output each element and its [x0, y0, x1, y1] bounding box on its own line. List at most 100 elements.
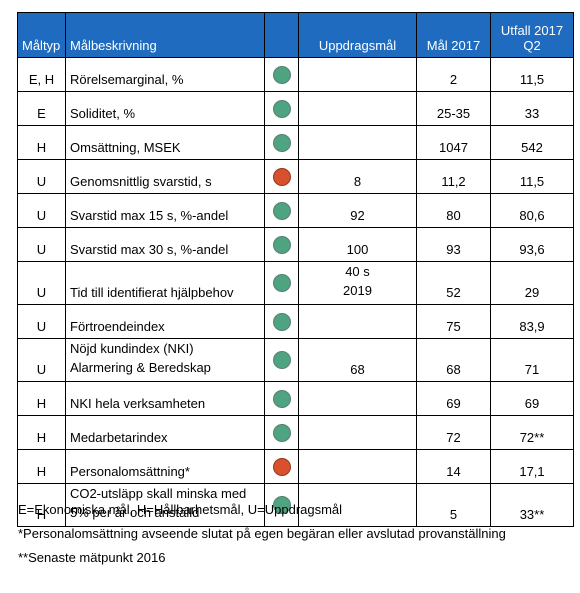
- table-row: U Genomsnittlig svarstid, s 8 11,2 11,5: [17, 159, 574, 194]
- cell-uppdragsmal: [298, 125, 417, 160]
- cell-status: [264, 57, 299, 92]
- cell-uppdragsmal: 92: [298, 193, 417, 228]
- cell-uppdragsmal: [298, 415, 417, 450]
- cell-uppdragsmal: [298, 57, 417, 92]
- table-row: E, H Rörelsemarginal, % 2 11,5: [17, 57, 574, 92]
- table-row: H Medarbetarindex 72 72**: [17, 415, 574, 450]
- goals-table-body: E, H Rörelsemarginal, % 2 11,5 E Soliditet, %…: [17, 57, 574, 527]
- table-row: H Omsättning, MSEK 1047 542: [17, 125, 574, 160]
- status-green-dot-icon: [272, 65, 291, 84]
- cell-mal-2017: 75: [416, 304, 491, 339]
- cell-maltyp: E: [17, 91, 66, 126]
- cell-malbeskrivning: Omsättning, MSEK: [65, 125, 265, 160]
- table-row: H Personalomsättning* 14 17,1: [17, 449, 574, 484]
- table-row: U Nöjd kundindex (NKI) Alarmering & Bereds…: [17, 338, 574, 382]
- cell-maltyp: U: [17, 304, 66, 339]
- cell-maltyp: U: [17, 159, 66, 194]
- cell-mal-2017: 80: [416, 193, 491, 228]
- cell-utfall: 29: [490, 261, 574, 305]
- table-row: E Soliditet, % 25-35 33: [17, 91, 574, 126]
- footnote-senaste-matpunkt: **Senaste mätpunkt 2016: [18, 550, 166, 565]
- cell-uppdragsmal: 40 s 2019: [298, 261, 417, 305]
- cell-uppdragsmal-line1: 40 s: [345, 264, 370, 279]
- cell-malbeskrivning-line1: CO2-utsläpp skall minska med: [70, 486, 247, 501]
- cell-malbeskrivning: Rörelsemarginal, %: [65, 57, 265, 92]
- status-green-dot-icon: [272, 423, 291, 442]
- cell-mal-2017: 11,2: [416, 159, 491, 194]
- cell-mal-2017: 93: [416, 227, 491, 262]
- goals-table: Måltyp Målbeskrivning Uppdragsmål Mål 20…: [17, 12, 574, 527]
- cell-uppdragsmal: 8: [298, 159, 417, 194]
- cell-malbeskrivning: Medarbetarindex: [65, 415, 265, 450]
- footnotes: E=Ekonomiska mål, H=Hållbarhetsmål, U=Up…: [18, 498, 506, 570]
- footnote-personalomsattning: *Personalomsättning avseende slutat på e…: [18, 526, 506, 541]
- cell-status: [264, 381, 299, 416]
- header-maltyp: Måltyp: [17, 12, 66, 58]
- cell-maltyp: H: [17, 483, 66, 527]
- cell-utfall: 80,6: [490, 193, 574, 228]
- table-row: U Svarstid max 30 s, %-andel 100 93 93,6: [17, 227, 574, 262]
- cell-malbeskrivning: Svarstid max 30 s, %-andel: [65, 227, 265, 262]
- cell-uppdragsmal: [298, 91, 417, 126]
- cell-mal-2017: 1047: [416, 125, 491, 160]
- cell-malbeskrivning-line2: 5% per år och anställd: [70, 505, 200, 520]
- header-utfall-line2: Q2: [523, 38, 541, 53]
- cell-status: [264, 193, 299, 228]
- cell-status: [264, 91, 299, 126]
- cell-maltyp: U: [17, 261, 66, 305]
- cell-mal-2017: 52: [416, 261, 491, 305]
- cell-maltyp: H: [17, 415, 66, 450]
- status-green-dot-icon: [272, 389, 291, 408]
- header-mal-2017: Mål 2017: [416, 12, 491, 58]
- cell-utfall: 11,5: [490, 57, 574, 92]
- status-green-dot-icon: [272, 274, 291, 292]
- cell-maltyp: U: [17, 227, 66, 262]
- table-row: U Tid till identifierat hjälpbehov 40 s 201…: [17, 261, 574, 305]
- cell-status: [264, 261, 299, 305]
- cell-uppdragsmal: 68: [298, 338, 417, 382]
- cell-uppdragsmal: 100: [298, 227, 417, 262]
- cell-status: [264, 304, 299, 339]
- cell-mal-2017: 14: [416, 449, 491, 484]
- cell-maltyp: U: [17, 193, 66, 228]
- cell-mal-2017: 25-35: [416, 91, 491, 126]
- footnote-legend: E=Ekonomiska mål, H=Hållbarhetsmål, U=Up…: [18, 502, 343, 517]
- cell-uppdragsmal-line2: 2019: [343, 283, 372, 298]
- header-utfall: Utfall 2017 Q2: [490, 12, 574, 58]
- status-green-dot-icon: [272, 99, 291, 118]
- cell-malbeskrivning-line2: Alarmering & Beredskap: [70, 360, 211, 375]
- status-green-dot-icon: [272, 201, 291, 220]
- cell-malbeskrivning: Svarstid max 15 s, %-andel: [65, 193, 265, 228]
- header-malbeskrivning: Målbeskrivning: [65, 12, 265, 58]
- cell-status: [264, 159, 299, 194]
- cell-utfall: 71: [490, 338, 574, 382]
- cell-malbeskrivning: NKI hela verksamheten: [65, 381, 265, 416]
- cell-status: [264, 338, 299, 382]
- cell-mal-2017: 69: [416, 381, 491, 416]
- cell-mal-2017: 68: [416, 338, 491, 382]
- header-status: [264, 12, 299, 58]
- cell-utfall: 542: [490, 125, 574, 160]
- table-row: H CO2-utsläpp skall minska med 5% per år o…: [17, 483, 574, 527]
- cell-maltyp: H: [17, 125, 66, 160]
- status-green-dot-icon: [272, 312, 291, 331]
- header-row: Måltyp Målbeskrivning Uppdragsmål Mål 20…: [17, 12, 574, 58]
- cell-utfall: 11,5: [490, 159, 574, 194]
- cell-maltyp: E, H: [17, 57, 66, 92]
- cell-status: [264, 125, 299, 160]
- status-red-dot-icon: [272, 457, 291, 476]
- cell-uppdragsmal: [298, 381, 417, 416]
- cell-malbeskrivning: Tid till identifierat hjälpbehov: [65, 261, 265, 305]
- header-uppdragsmal: Uppdragsmål: [298, 12, 417, 58]
- status-green-dot-icon: [272, 133, 291, 152]
- cell-malbeskrivning: Soliditet, %: [65, 91, 265, 126]
- cell-maltyp: U: [17, 338, 66, 382]
- cell-status: [264, 449, 299, 484]
- table-row: U Förtroendeindex 75 83,9: [17, 304, 574, 339]
- table-row: H NKI hela verksamheten 69 69: [17, 381, 574, 416]
- cell-utfall: 83,9: [490, 304, 574, 339]
- status-red-dot-icon: [272, 167, 291, 186]
- status-green-dot-icon: [272, 496, 291, 514]
- cell-utfall: 93,6: [490, 227, 574, 262]
- cell-utfall: 33: [490, 91, 574, 126]
